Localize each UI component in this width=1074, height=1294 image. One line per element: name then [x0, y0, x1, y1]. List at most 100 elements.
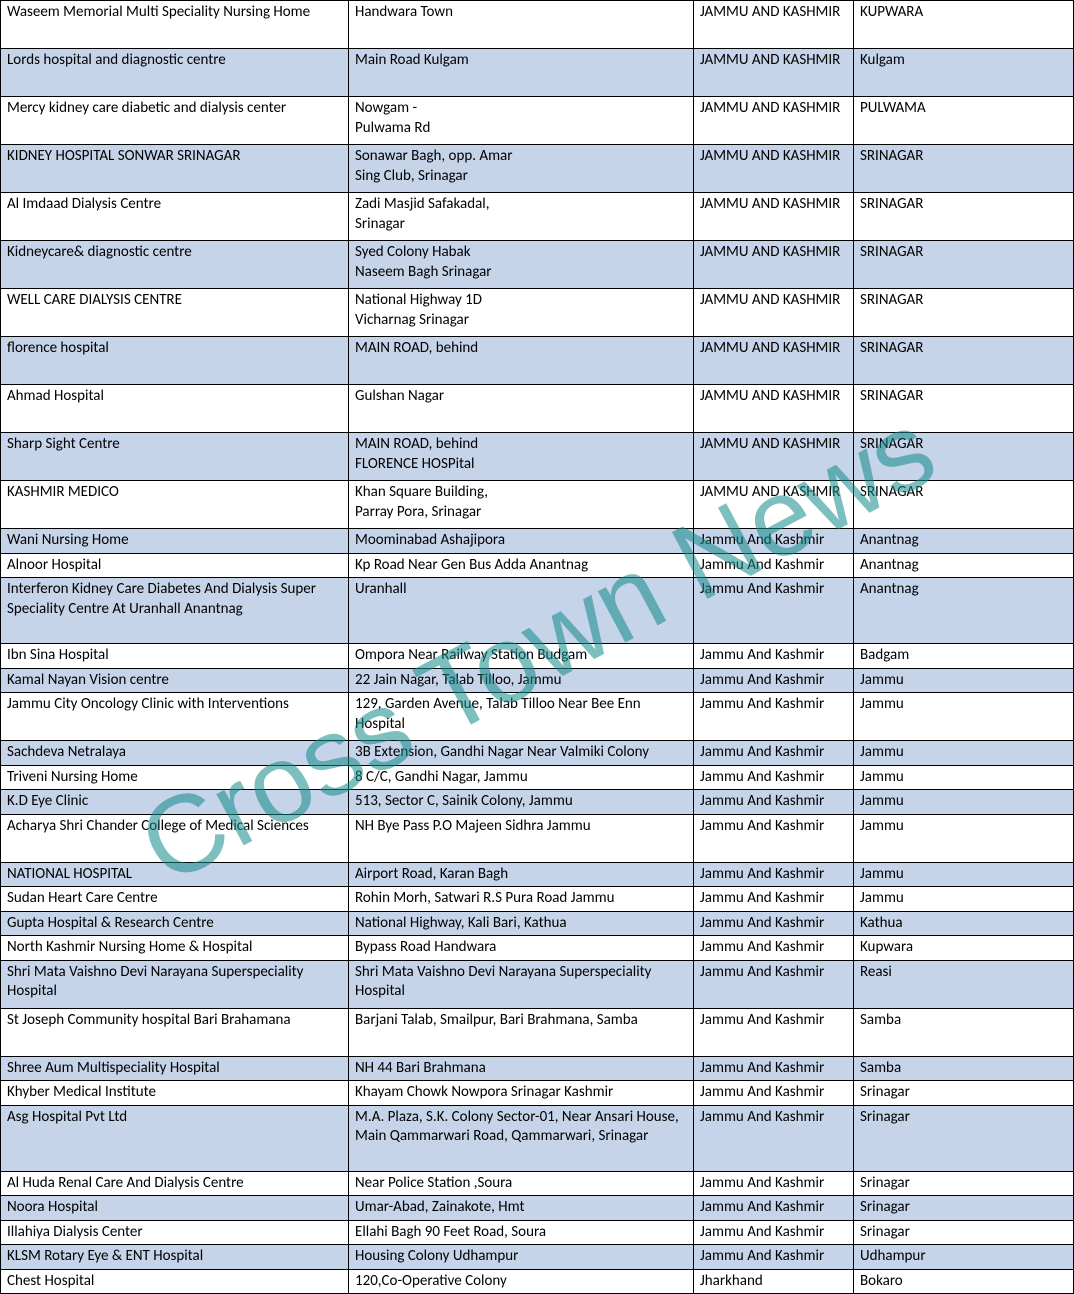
cell-district: Srinagar: [854, 1105, 1074, 1171]
cell-district: Jammu: [854, 862, 1074, 887]
cell-address: Shri Mata Vaishno Devi Narayana Superspe…: [349, 960, 694, 1008]
table-row: North Kashmir Nursing Home & HospitalByp…: [1, 936, 1074, 961]
cell-name: Al Imdaad Dialysis Centre: [1, 193, 349, 241]
cell-name: WELL CARE DIALYSIS CENTRE: [1, 289, 349, 337]
cell-state: Jammu And Kashmir: [694, 790, 854, 815]
cell-district: Bokaro: [854, 1269, 1074, 1294]
table-row: Shri Mata Vaishno Devi Narayana Superspe…: [1, 960, 1074, 1008]
table-row: Interferon Kidney Care Diabetes And Dial…: [1, 578, 1074, 644]
table-row: Waseem Memorial Multi Speciality Nursing…: [1, 1, 1074, 49]
table-row: Lords hospital and diagnostic centreMain…: [1, 49, 1074, 97]
cell-state: JAMMU AND KASHMIR: [694, 193, 854, 241]
cell-state: Jammu And Kashmir: [694, 693, 854, 741]
cell-district: Udhampur: [854, 1245, 1074, 1270]
cell-name: Noora Hospital: [1, 1196, 349, 1221]
cell-district: Kupwara: [854, 936, 1074, 961]
cell-address: 129, Garden Avenue, Talab Tilloo Near Be…: [349, 693, 694, 741]
table-row: Sharp Sight CentreMAIN ROAD, behindFLORE…: [1, 433, 1074, 481]
cell-address: MAIN ROAD, behind: [349, 337, 694, 385]
cell-state: JAMMU AND KASHMIR: [694, 1, 854, 49]
cell-district: Jammu: [854, 765, 1074, 790]
cell-name: Waseem Memorial Multi Speciality Nursing…: [1, 1, 349, 49]
cell-state: Jammu And Kashmir: [694, 1105, 854, 1171]
cell-name: Sudan Heart Care Centre: [1, 887, 349, 912]
cell-state: Jammu And Kashmir: [694, 668, 854, 693]
table-row: Chest Hospital120,Co-Operative ColonyJha…: [1, 1269, 1074, 1294]
cell-district: Samba: [854, 1056, 1074, 1081]
cell-name: K.D Eye Clinic: [1, 790, 349, 815]
cell-name: Lords hospital and diagnostic centre: [1, 49, 349, 97]
cell-state: Jammu And Kashmir: [694, 741, 854, 766]
table-row: Sachdeva Netralaya3B Extension, Gandhi N…: [1, 741, 1074, 766]
cell-name: North Kashmir Nursing Home & Hospital: [1, 936, 349, 961]
cell-district: Srinagar: [854, 1171, 1074, 1196]
cell-name: Kidneycare& diagnostic centre: [1, 241, 349, 289]
cell-district: Anantnag: [854, 553, 1074, 578]
cell-name: Shri Mata Vaishno Devi Narayana Superspe…: [1, 960, 349, 1008]
cell-district: KUPWARA: [854, 1, 1074, 49]
table-row: Acharya Shri Chander College of Medical …: [1, 814, 1074, 862]
cell-name: Illahiya Dialysis Center: [1, 1220, 349, 1245]
cell-state: Jammu And Kashmir: [694, 1220, 854, 1245]
cell-address: Ellahi Bagh 90 Feet Road, Soura: [349, 1220, 694, 1245]
table-row: Kamal Nayan Vision centre22 Jain Nagar, …: [1, 668, 1074, 693]
cell-district: Srinagar: [854, 1196, 1074, 1221]
cell-address: NH 44 Bari Brahmana: [349, 1056, 694, 1081]
cell-address: 513, Sector C, Sainik Colony, Jammu: [349, 790, 694, 815]
cell-address: Sonawar Bagh, opp. Amar Sing Club, Srina…: [349, 145, 694, 193]
cell-state: Jammu And Kashmir: [694, 1196, 854, 1221]
cell-address: Near Police Station ,Soura: [349, 1171, 694, 1196]
table-row: Gupta Hospital & Research CentreNational…: [1, 911, 1074, 936]
cell-name: Al Huda Renal Care And Dialysis Centre: [1, 1171, 349, 1196]
cell-name: Shree Aum Multispeciality Hospital: [1, 1056, 349, 1081]
table-body: Waseem Memorial Multi Speciality Nursing…: [1, 1, 1074, 1294]
cell-name: Wani Nursing Home: [1, 529, 349, 554]
cell-name: Alnoor Hospital: [1, 553, 349, 578]
cell-state: JAMMU AND KASHMIR: [694, 145, 854, 193]
cell-address: Uranhall: [349, 578, 694, 644]
cell-state: Jammu And Kashmir: [694, 578, 854, 644]
cell-name: Kamal Nayan Vision centre: [1, 668, 349, 693]
cell-district: SRINAGAR: [854, 433, 1074, 481]
cell-district: Jammu: [854, 790, 1074, 815]
cell-address: Kp Road Near Gen Bus Adda Anantnag: [349, 553, 694, 578]
table-row: Wani Nursing HomeMoominabad AshajiporaJa…: [1, 529, 1074, 554]
cell-name: Mercy kidney care diabetic and dialysis …: [1, 97, 349, 145]
cell-name: Ahmad Hospital: [1, 385, 349, 433]
cell-name: Chest Hospital: [1, 1269, 349, 1294]
cell-state: Jammu And Kashmir: [694, 553, 854, 578]
cell-name: Gupta Hospital & Research Centre: [1, 911, 349, 936]
cell-state: Jammu And Kashmir: [694, 1081, 854, 1106]
cell-district: Kathua: [854, 911, 1074, 936]
cell-state: JAMMU AND KASHMIR: [694, 49, 854, 97]
cell-name: KLSM Rotary Eye & ENT Hospital: [1, 1245, 349, 1270]
cell-name: florence hospital: [1, 337, 349, 385]
cell-address: Khan Square Building, Parray Pora, Srina…: [349, 481, 694, 529]
cell-address: NH Bye Pass P.O Majeen Sidhra Jammu: [349, 814, 694, 862]
table-row: K.D Eye Clinic513, Sector C, Sainik Colo…: [1, 790, 1074, 815]
cell-address: Main Road Kulgam: [349, 49, 694, 97]
cell-district: Badgam: [854, 644, 1074, 669]
cell-address: Moominabad Ashajipora: [349, 529, 694, 554]
cell-state: JAMMU AND KASHMIR: [694, 289, 854, 337]
cell-address: Syed Colony HabakNaseem Bagh Srinagar: [349, 241, 694, 289]
table-row: KIDNEY HOSPITAL SONWAR SRINAGARSonawar B…: [1, 145, 1074, 193]
cell-district: Anantnag: [854, 529, 1074, 554]
cell-address: Nowgam -Pulwama Rd: [349, 97, 694, 145]
cell-name: Jammu City Oncology Clinic with Interven…: [1, 693, 349, 741]
cell-name: St Joseph Community hospital Bari Braham…: [1, 1008, 349, 1056]
cell-address: Handwara Town: [349, 1, 694, 49]
cell-state: Jammu And Kashmir: [694, 765, 854, 790]
table-row: florence hospitalMAIN ROAD, behindJAMMU …: [1, 337, 1074, 385]
cell-state: Jammu And Kashmir: [694, 529, 854, 554]
cell-district: SRINAGAR: [854, 289, 1074, 337]
cell-name: KASHMIR MEDICO: [1, 481, 349, 529]
cell-address: MAIN ROAD, behindFLORENCE HOSPital: [349, 433, 694, 481]
table-row: Alnoor HospitalKp Road Near Gen Bus Adda…: [1, 553, 1074, 578]
cell-state: JAMMU AND KASHMIR: [694, 97, 854, 145]
table-row: Triveni Nursing Home8 C/C, Gandhi Nagar,…: [1, 765, 1074, 790]
cell-state: Jammu And Kashmir: [694, 1245, 854, 1270]
cell-district: Samba: [854, 1008, 1074, 1056]
cell-name: NATIONAL HOSPITAL: [1, 862, 349, 887]
cell-name: Khyber Medical Institute: [1, 1081, 349, 1106]
